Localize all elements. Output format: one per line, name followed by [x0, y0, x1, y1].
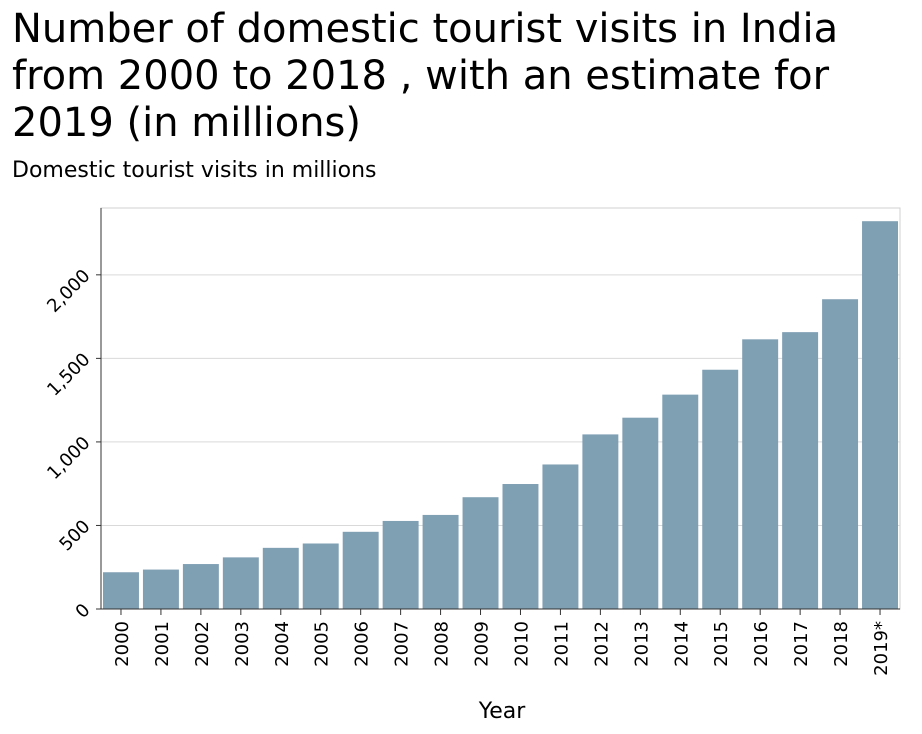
bar: [862, 221, 898, 609]
bar: [822, 299, 858, 609]
x-axis-label: Year: [478, 699, 527, 724]
x-tick-label: 2009: [472, 621, 493, 667]
y-tick-label: 500: [55, 516, 94, 555]
bar: [223, 557, 259, 609]
bar: [622, 418, 658, 609]
x-tick-label: 2014: [671, 621, 692, 667]
bar: [702, 370, 738, 609]
bar: [183, 564, 219, 609]
plot-frame: [101, 208, 900, 609]
bar: [303, 544, 339, 609]
y-tick-label: 2,000: [43, 266, 94, 317]
y-tick-label: 1,000: [43, 433, 94, 484]
bar: [782, 332, 818, 609]
x-tick-label: 2002: [192, 621, 213, 667]
x-tick-label: 2019*: [871, 621, 892, 676]
bar: [742, 339, 778, 609]
x-tick-label: 2001: [152, 621, 173, 667]
x-tick-label: 2012: [591, 621, 612, 667]
bar: [502, 484, 538, 609]
x-tick-label: 2013: [631, 621, 652, 667]
x-tick-label: 2000: [112, 621, 133, 667]
x-tick-label: 2011: [551, 621, 572, 667]
x-tick-label: 2007: [392, 621, 413, 667]
bar: [423, 515, 459, 609]
bar: [143, 570, 179, 609]
bar: [662, 395, 698, 609]
x-tick-label: 2018: [831, 621, 852, 667]
bar: [263, 548, 299, 609]
x-tick-label: 2005: [312, 621, 333, 667]
x-tick-label: 2010: [511, 621, 532, 667]
x-tick-label: 2003: [232, 621, 253, 667]
bar: [542, 464, 578, 609]
x-tick-label: 2004: [272, 621, 293, 667]
bar: [463, 497, 499, 609]
x-tick-label: 2006: [352, 621, 373, 667]
y-tick-label: 1,500: [43, 349, 94, 400]
x-tick-label: 2008: [432, 621, 453, 667]
x-tick-label: 2015: [711, 621, 732, 667]
bar: [582, 434, 618, 609]
bar: [343, 532, 379, 609]
y-tick-label: 0: [72, 600, 95, 623]
bar: [383, 521, 419, 609]
x-tick-label: 2016: [751, 621, 772, 667]
x-tick-label: 2017: [791, 621, 812, 667]
bar: [103, 572, 139, 609]
